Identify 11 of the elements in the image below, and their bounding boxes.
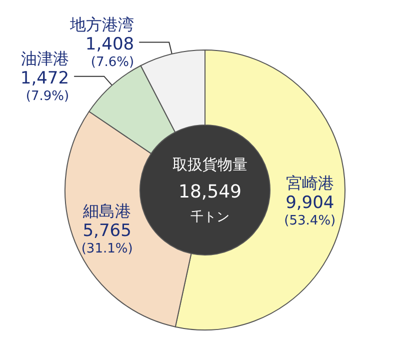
slice-label: 細島港 [82,202,132,221]
slice-label: 宮崎港 [286,174,334,193]
text: 千トン [190,210,230,225]
text: 取扱貨物量 [172,156,248,174]
text: 18,549 [178,182,242,202]
data-label: 1,408 (7.6%) [85,34,134,70]
slice-label: 油津港 [21,48,70,68]
data-label: 1,472 (7.9%) [20,68,70,104]
data-label: 5,765 (31.1%) [81,221,133,257]
slice-label: 地方港湾 [69,14,134,34]
data-label: 9,904 (53.4%) [284,193,336,229]
